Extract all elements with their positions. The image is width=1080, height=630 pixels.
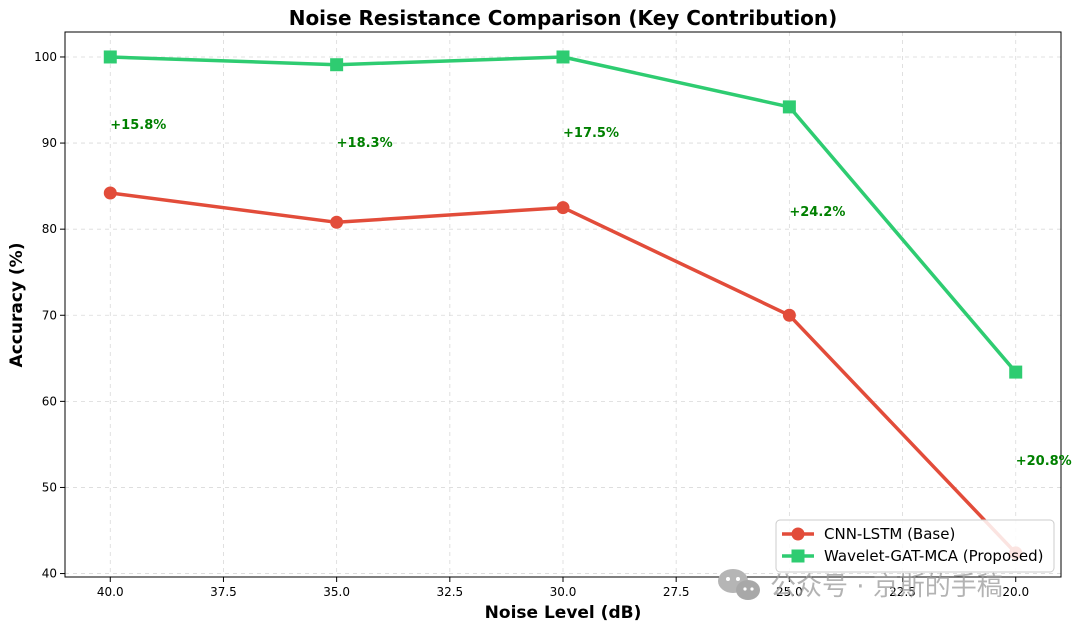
data-point-wavelet-gat-mca-proposed-1 bbox=[330, 58, 344, 72]
legend-marker-cnn-lstm bbox=[791, 527, 805, 541]
x-tick-label-1: 37.5 bbox=[210, 585, 237, 599]
annotation-3: +24.2% bbox=[789, 205, 845, 220]
annotations: +15.8% +18.3% +17.5% +24.2% +20.8% bbox=[110, 118, 1071, 469]
data-point-wavelet-gat-mca-proposed-3 bbox=[782, 100, 796, 114]
y-tick-label-0: 40 bbox=[42, 567, 57, 581]
y-axis-label: Accuracy (%) bbox=[7, 243, 27, 368]
legend-label-wavelet-gat-mca: Wavelet-GAT-MCA (Proposed) bbox=[824, 547, 1044, 565]
annotation-4: +20.8% bbox=[1016, 454, 1072, 469]
series-layer bbox=[103, 50, 1023, 560]
annotation-1: +18.3% bbox=[337, 136, 393, 151]
legend-marker-wavelet-gat-mca bbox=[791, 549, 805, 563]
x-tick-label-7: 22.5 bbox=[889, 585, 916, 599]
y-tick-label-6: 100 bbox=[34, 50, 57, 64]
annotation-0: +15.8% bbox=[110, 118, 166, 133]
y-tick-label-5: 90 bbox=[42, 136, 57, 150]
data-point-wavelet-gat-mca-proposed-0 bbox=[103, 50, 117, 64]
chart-title: Noise Resistance Comparison (Key Contrib… bbox=[289, 6, 838, 30]
data-point-wavelet-gat-mca-proposed-4 bbox=[1009, 365, 1023, 379]
legend: CNN-LSTM (Base) Wavelet-GAT-MCA (Propose… bbox=[775, 519, 1055, 573]
x-tick-label-6: 25.0 bbox=[776, 585, 803, 599]
y-tick-label-2: 60 bbox=[42, 394, 57, 408]
series-wavelet-gat-mca-proposed bbox=[103, 50, 1023, 379]
y-tick-label-1: 50 bbox=[42, 480, 57, 494]
watermark: 公众号 · 京斯的手稿 bbox=[718, 569, 1003, 602]
legend-label-cnn-lstm: CNN-LSTM (Base) bbox=[824, 525, 955, 543]
y-axis-ticks: 40 50 60 70 80 90 100 bbox=[34, 50, 65, 581]
data-point-cnn-lstm-base-1 bbox=[330, 215, 344, 229]
legend-box bbox=[775, 519, 1055, 573]
x-tick-label-4: 30.0 bbox=[550, 585, 577, 599]
x-axis-ticks: 40.0 37.5 35.0 32.5 30.0 27.5 25.0 22.5 20.0 bbox=[97, 577, 1029, 599]
annotation-2: +17.5% bbox=[563, 126, 619, 141]
x-tick-label-2: 35.0 bbox=[323, 585, 350, 599]
x-tick-label-5: 27.5 bbox=[663, 585, 690, 599]
x-tick-label-0: 40.0 bbox=[97, 585, 124, 599]
data-point-cnn-lstm-base-2 bbox=[556, 201, 570, 215]
data-point-cnn-lstm-base-3 bbox=[782, 308, 796, 322]
y-tick-label-3: 70 bbox=[42, 308, 57, 322]
y-tick-label-4: 80 bbox=[42, 222, 57, 236]
data-point-wavelet-gat-mca-proposed-2 bbox=[556, 50, 570, 64]
x-tick-label-3: 32.5 bbox=[436, 585, 463, 599]
wechat-icon bbox=[718, 569, 760, 600]
x-tick-label-8: 20.0 bbox=[1002, 585, 1029, 599]
data-point-cnn-lstm-base-0 bbox=[103, 186, 117, 200]
x-axis-label: Noise Level (dB) bbox=[485, 603, 642, 623]
watermark-text: 公众号 · 京斯的手稿 bbox=[770, 572, 1003, 602]
